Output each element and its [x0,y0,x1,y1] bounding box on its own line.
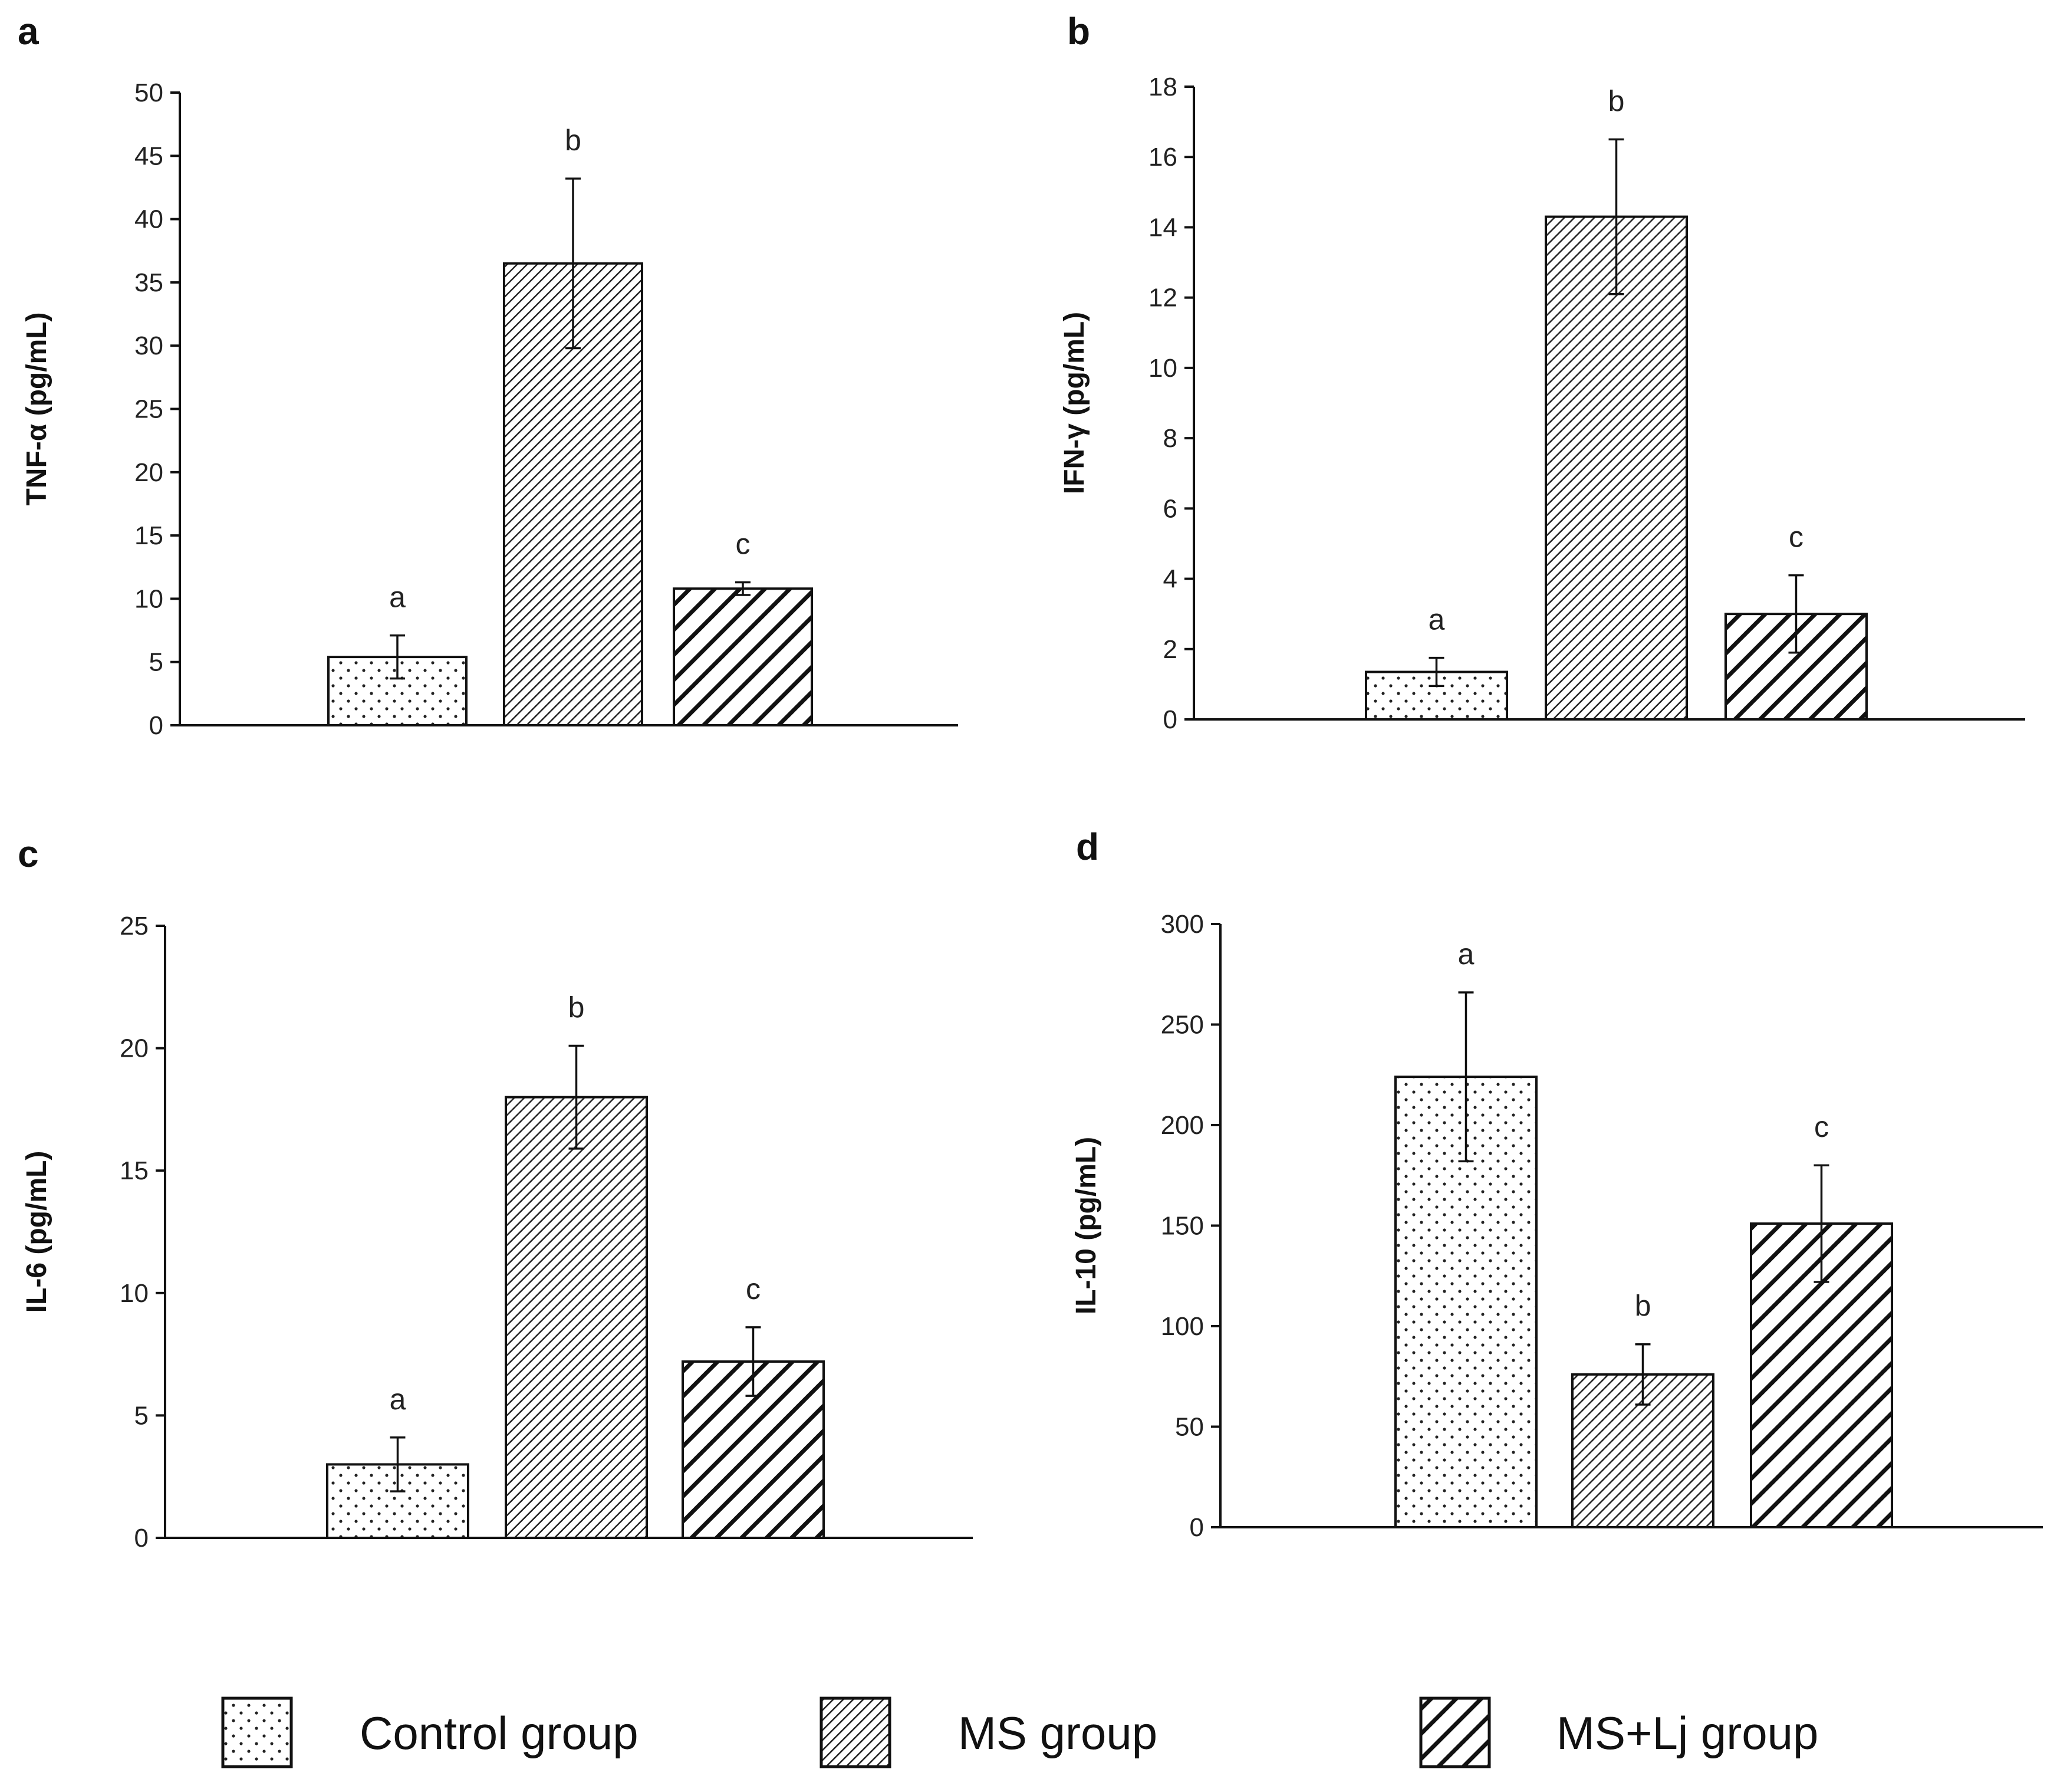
y-tick-label: 40 [134,205,163,234]
y-tick-label: 25 [134,395,163,424]
y-tick-label: 300 [1161,910,1204,939]
y-tick-label: 45 [134,142,163,170]
panel-label-b: b [1067,10,1090,52]
y-tick-label: 20 [134,458,163,487]
y-tick-label: 12 [1148,284,1177,313]
legend-swatch-ms-lj [1419,1696,1491,1768]
y-tick-label: 0 [149,711,163,740]
panel-d: d IL-10 (pg/mL) 0 50 100 150 200 250 300 a b c [1071,826,2043,1542]
y-axis-label: IFN-γ (pg/mL) [1059,312,1090,494]
bar-ms [1545,215,1688,721]
legend: Control group MS group MS+Lj group [221,1696,1818,1768]
y-tick-label: 15 [134,521,163,550]
legend-label-ms-lj: MS+Lj group [1556,1707,1818,1759]
significance-label-ms-lj: c [1789,521,1803,554]
y-tick-label: 14 [1148,213,1177,242]
y-tick-label: 0 [1163,705,1177,734]
bar-ms [1571,1373,1714,1529]
legend-swatch-control [221,1696,293,1768]
legend-swatch-ms [819,1696,891,1768]
significance-label-ms-lj: c [746,1273,761,1306]
y-tick-label: 30 [134,331,163,360]
y-tick-label: 5 [134,1401,149,1430]
significance-label-ms-lj: c [736,528,751,561]
significance-label-control: a [390,1383,406,1416]
significance-label-control: a [1429,603,1445,636]
panel-a: a TNF-α (pg/mL) 0 5 10 15 20 25 30 35 40 45 50 a b c [18,10,958,740]
y-axis-label: IL-10 (pg/mL) [1071,1137,1102,1314]
y-tick-label: 18 [1148,73,1177,101]
significance-label-ms: b [565,124,581,157]
significance-label-ms: b [568,991,585,1024]
bar-ms [505,1096,648,1539]
legend-label-ms: MS group [958,1707,1157,1759]
y-tick-label: 6 [1163,494,1177,523]
y-tick-label: 10 [1148,354,1177,383]
panel-c: c IL-6 (pg/mL) 0 5 10 15 20 25 a b c [18,833,973,1553]
y-tick-label: 10 [134,584,163,613]
y-tick-label: 50 [134,78,163,107]
significance-label-ms: b [1608,84,1625,117]
y-axis-label: IL-6 (pg/mL) [21,1151,52,1313]
bar-control [327,656,468,726]
y-axis-label: TNF-α (pg/mL) [21,312,52,505]
significance-label-ms: b [1635,1290,1651,1323]
y-tick-label: 0 [134,1524,149,1553]
panel-b: b IFN-γ (pg/mL) 0 2 4 6 8 10 12 14 16 18 a b c [1059,10,2025,734]
y-tick-label: 16 [1148,143,1177,172]
y-tick-label: 8 [1163,424,1177,453]
y-tick-label: 4 [1163,565,1177,594]
legend-label-control: Control group [360,1707,639,1759]
y-tick-label: 15 [120,1156,149,1185]
y-tick-label: 25 [120,912,149,941]
y-tick-label: 150 [1161,1212,1204,1241]
y-tick-label: 200 [1161,1111,1204,1140]
panel-label-d: d [1076,826,1099,868]
y-tick-label: 50 [1175,1413,1204,1442]
y-tick-label: 20 [120,1034,149,1063]
y-tick-label: 0 [1190,1513,1204,1542]
bar-ms-lj [673,587,813,726]
y-tick-label: 100 [1161,1312,1204,1341]
significance-label-control: a [389,581,406,614]
significance-label-control: a [1458,938,1475,971]
y-tick-label: 35 [134,268,163,297]
y-tick-label: 10 [120,1279,149,1308]
panel-label-c: c [18,833,39,875]
panel-label-a: a [18,10,39,52]
y-tick-label: 250 [1161,1011,1204,1040]
y-tick-label: 2 [1163,635,1177,664]
y-tick-label: 5 [149,648,163,677]
significance-label-ms-lj: c [1814,1110,1829,1143]
